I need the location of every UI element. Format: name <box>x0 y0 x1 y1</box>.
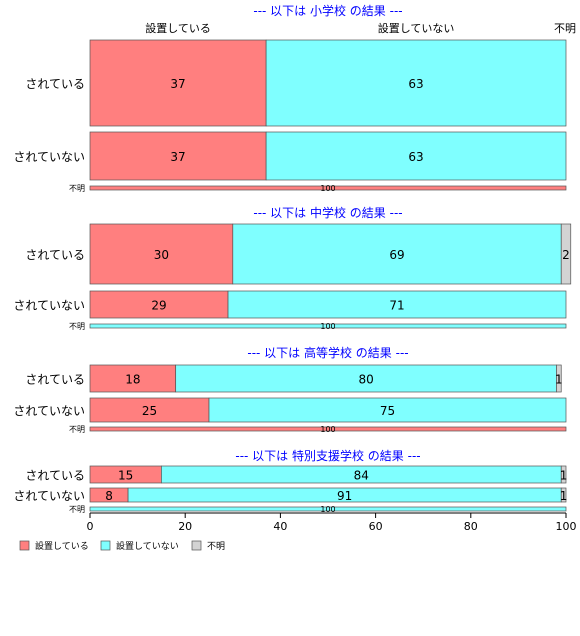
bar-segment <box>175 364 557 393</box>
data-label: 100 <box>320 425 335 434</box>
data-label: 63 <box>408 150 423 164</box>
row-label: 不明 <box>69 184 85 193</box>
data-label: 84 <box>354 469 369 483</box>
legend-label: 不明 <box>207 541 225 552</box>
data-label: 1 <box>555 373 563 387</box>
data-label: 37 <box>170 77 185 91</box>
bar-segment <box>89 506 567 512</box>
bar-segment <box>89 364 177 393</box>
x-tick-label: 40 <box>273 520 287 533</box>
data-label: 25 <box>142 404 157 418</box>
data-label: 37 <box>170 150 185 164</box>
row-label: されていない <box>13 404 85 418</box>
data-label: 29 <box>151 299 166 313</box>
bar-segment <box>560 223 572 285</box>
panel-title: --- 以下は 小学校 の結果 --- <box>253 3 402 18</box>
row-label: されている <box>25 373 85 387</box>
data-label: 18 <box>125 373 140 387</box>
data-label: 63 <box>408 77 423 91</box>
legend-label: 設置している <box>35 540 89 552</box>
row-label: されていない <box>13 299 85 313</box>
bar-segment <box>89 290 229 319</box>
data-label: 2 <box>562 248 570 262</box>
data-label: 30 <box>154 248 169 262</box>
bar-segment <box>265 39 567 127</box>
bar-segment <box>89 426 567 432</box>
bar-segment <box>560 465 567 484</box>
data-label: 69 <box>389 248 404 262</box>
bar-segment <box>89 223 234 285</box>
bar-segment <box>232 223 562 285</box>
bar-segment <box>556 364 562 393</box>
row-label: 不明 <box>69 322 85 331</box>
legend-label: 設置していない <box>116 540 179 552</box>
bar-segment <box>89 39 267 127</box>
bar-segment <box>89 131 267 181</box>
data-label: 1 <box>560 489 568 503</box>
legend-swatch <box>19 540 30 551</box>
x-tick-label: 80 <box>464 520 478 533</box>
bar-segment <box>89 323 567 329</box>
row-label: されている <box>25 469 85 483</box>
row-label: されていない <box>13 150 85 164</box>
row-label: 不明 <box>69 505 85 514</box>
panel-title: --- 以下は 中学校 の結果 --- <box>253 205 402 220</box>
bar-segment <box>265 131 567 181</box>
panel-title: --- 以下は 高等学校 の結果 --- <box>247 345 408 360</box>
row-label: 不明 <box>69 425 85 434</box>
category-header-label: 設置していない <box>378 21 455 35</box>
bar-segment <box>208 397 567 423</box>
category-header-label: 不明 <box>554 22 576 35</box>
panel-title: --- 以下は 特別支援学校 の結果 --- <box>235 448 420 463</box>
bar-segment <box>89 397 210 423</box>
legend-swatch <box>100 540 111 551</box>
category-header-label: 設置している <box>145 21 211 35</box>
data-label: 71 <box>389 299 404 313</box>
data-label: 75 <box>380 404 395 418</box>
x-tick-label: 100 <box>556 520 577 533</box>
data-label: 80 <box>358 373 373 387</box>
x-tick-label: 60 <box>369 520 383 533</box>
row-label: されていない <box>13 489 85 503</box>
row-label: されている <box>25 77 85 91</box>
row-label: されている <box>25 248 85 262</box>
data-label: 100 <box>320 505 335 514</box>
data-label: 100 <box>320 184 335 193</box>
x-tick-label: 20 <box>178 520 192 533</box>
data-label: 15 <box>118 469 133 483</box>
data-label: 8 <box>105 489 113 503</box>
bar-segment <box>227 290 567 319</box>
x-tick-label: 0 <box>87 520 94 533</box>
data-label: 1 <box>560 469 568 483</box>
bar-segment <box>89 185 567 191</box>
legend-swatch <box>191 540 202 551</box>
data-label: 91 <box>337 489 352 503</box>
bar-segment <box>560 487 567 503</box>
data-label: 100 <box>320 322 335 331</box>
